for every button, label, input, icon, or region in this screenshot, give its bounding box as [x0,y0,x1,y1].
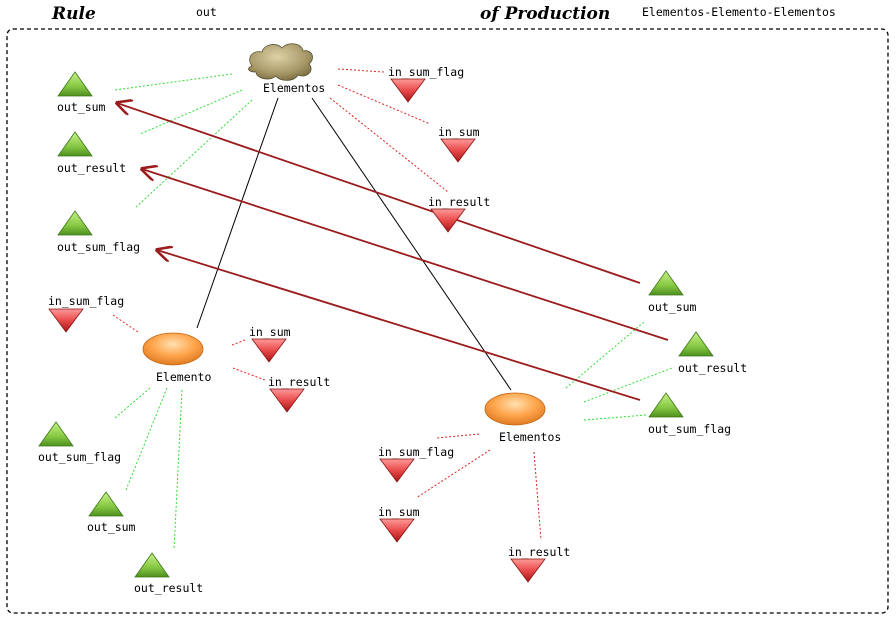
port-label: out_sum_flag [38,450,121,464]
left-ellipse-node[interactable]: Elemento [142,332,211,384]
port-label: out_sum_flag [57,240,140,254]
link-left-in-sum [231,339,246,346]
right-ellipse-node[interactable]: Elementos [484,392,561,444]
triangle-up-icon [648,270,684,296]
triangle-up-icon [57,131,93,157]
cloud-in-links [329,68,449,193]
triangle-down-icon [430,208,466,233]
right-out-sum-port[interactable]: out_sum [648,270,697,314]
link-left-out-sum [125,387,168,491]
triangle-up-icon [678,331,714,357]
link-cloud-in-sum [337,84,431,125]
port-label: out_sum [57,100,106,114]
triangle-down-icon [251,338,287,363]
port-label: in_result [508,545,570,559]
triangle-down-icon [390,78,426,103]
right-ellipse-label: Elementos [499,430,561,444]
arrow-out-sum-flag [157,250,641,401]
left-in-sum-port[interactable]: in_sum [249,325,291,363]
left-ellipse-label: Elemento [156,370,211,384]
right-in-sum-flag-port[interactable]: in_sum_flag [378,445,454,483]
cloud-in-sum-port[interactable]: in_sum [438,125,480,163]
link-cloud-out-sum [114,73,233,91]
triangle-down-icon [379,518,415,543]
port-label: in_sum [378,505,420,519]
link-cloud-out-sum-flag [134,99,253,209]
link-cloud-out-result [139,89,243,135]
left-in-links [112,314,266,381]
link-right-in-sum-flag [436,433,480,439]
triangle-up-icon [88,491,124,517]
link-cloud-left-ellipse [196,97,279,329]
port-label: in_result [268,375,330,389]
triangle-down-icon [510,558,546,583]
arrow-out-sum [117,103,641,284]
triangle-up-icon [38,421,74,447]
cloud-out-links [114,73,253,209]
right-out-sum-flag-port[interactable]: out_sum_flag [648,392,731,436]
left-ellipse-shape [142,332,204,366]
link-left-in-sum-flag [112,314,139,333]
port-label: in_sum [438,125,480,139]
left-out-links [114,387,183,551]
cloud-node[interactable]: Elementos [248,43,326,95]
triangle-down-icon [379,458,415,483]
triangle-down-icon [440,138,476,163]
out-label: out [196,5,217,19]
port-label: in_result [428,195,490,209]
right-ellipse-shape [484,392,546,426]
link-right-in-sum [415,449,491,499]
link-left-out-result [173,389,183,551]
right-out-result-port[interactable]: out_result [678,331,747,375]
right-in-result-port[interactable]: in_result [508,545,570,583]
link-cloud-in-sum-flag [337,68,385,73]
cloud-out-result-port[interactable]: out_result [57,131,126,175]
link-cloud-in-result [329,97,449,193]
cloud-out-sum-flag-port[interactable]: out_sum_flag [57,210,140,254]
link-left-in-result [232,367,266,381]
link-right-out-sum-flag [583,414,647,421]
triangle-up-icon [57,210,93,236]
arrow-out-result [142,169,669,341]
production-label: of Production [480,4,610,24]
left-out-sum-flag-port[interactable]: out_sum_flag [38,421,121,464]
right-in-sum-port[interactable]: in_sum [378,505,420,543]
port-label: in_sum_flag [48,294,124,308]
port-label: out_result [57,161,126,175]
port-label: out_sum [648,300,697,314]
link-left-out-sum-flag [114,387,151,419]
cloud-in-sum-flag-port[interactable]: in_sum_flag [388,65,464,103]
rule-name: Elementos-Elemento-Elementos [642,5,836,19]
port-label: in_sum_flag [388,65,464,79]
right-out-links [565,321,673,421]
rule-label: Rule [51,4,96,24]
left-out-sum-port[interactable]: out_sum [87,491,136,534]
port-label: in_sum_flag [378,445,454,459]
right-in-links [415,433,542,541]
triangle-up-icon [134,552,170,578]
port-label: in_sum [249,325,291,339]
port-label: out_result [678,361,747,375]
rule-frame [6,28,889,614]
triangle-down-icon [269,388,305,413]
cloud-in-result-port[interactable]: in_result [428,195,490,233]
left-out-result-port[interactable]: out_result [134,552,203,595]
cloud-out-sum-port[interactable]: out_sum [57,71,106,114]
left-in-sum-flag-port[interactable]: in_sum_flag [48,294,124,333]
triangle-up-icon [57,71,93,97]
triangle-up-icon [648,392,684,418]
link-cloud-right-ellipse [311,97,512,391]
port-label: out_result [134,581,203,595]
port-label: out_sum [87,520,136,534]
link-right-out-sum [565,321,645,389]
cloud-shape [248,43,313,81]
link-right-in-result [533,451,542,541]
port-label: out_sum_flag [648,422,731,436]
triangle-down-icon [48,308,84,333]
left-in-result-port[interactable]: in_result [268,375,330,413]
mapping-arrows [117,103,669,401]
cloud-label: Elementos [263,81,325,95]
